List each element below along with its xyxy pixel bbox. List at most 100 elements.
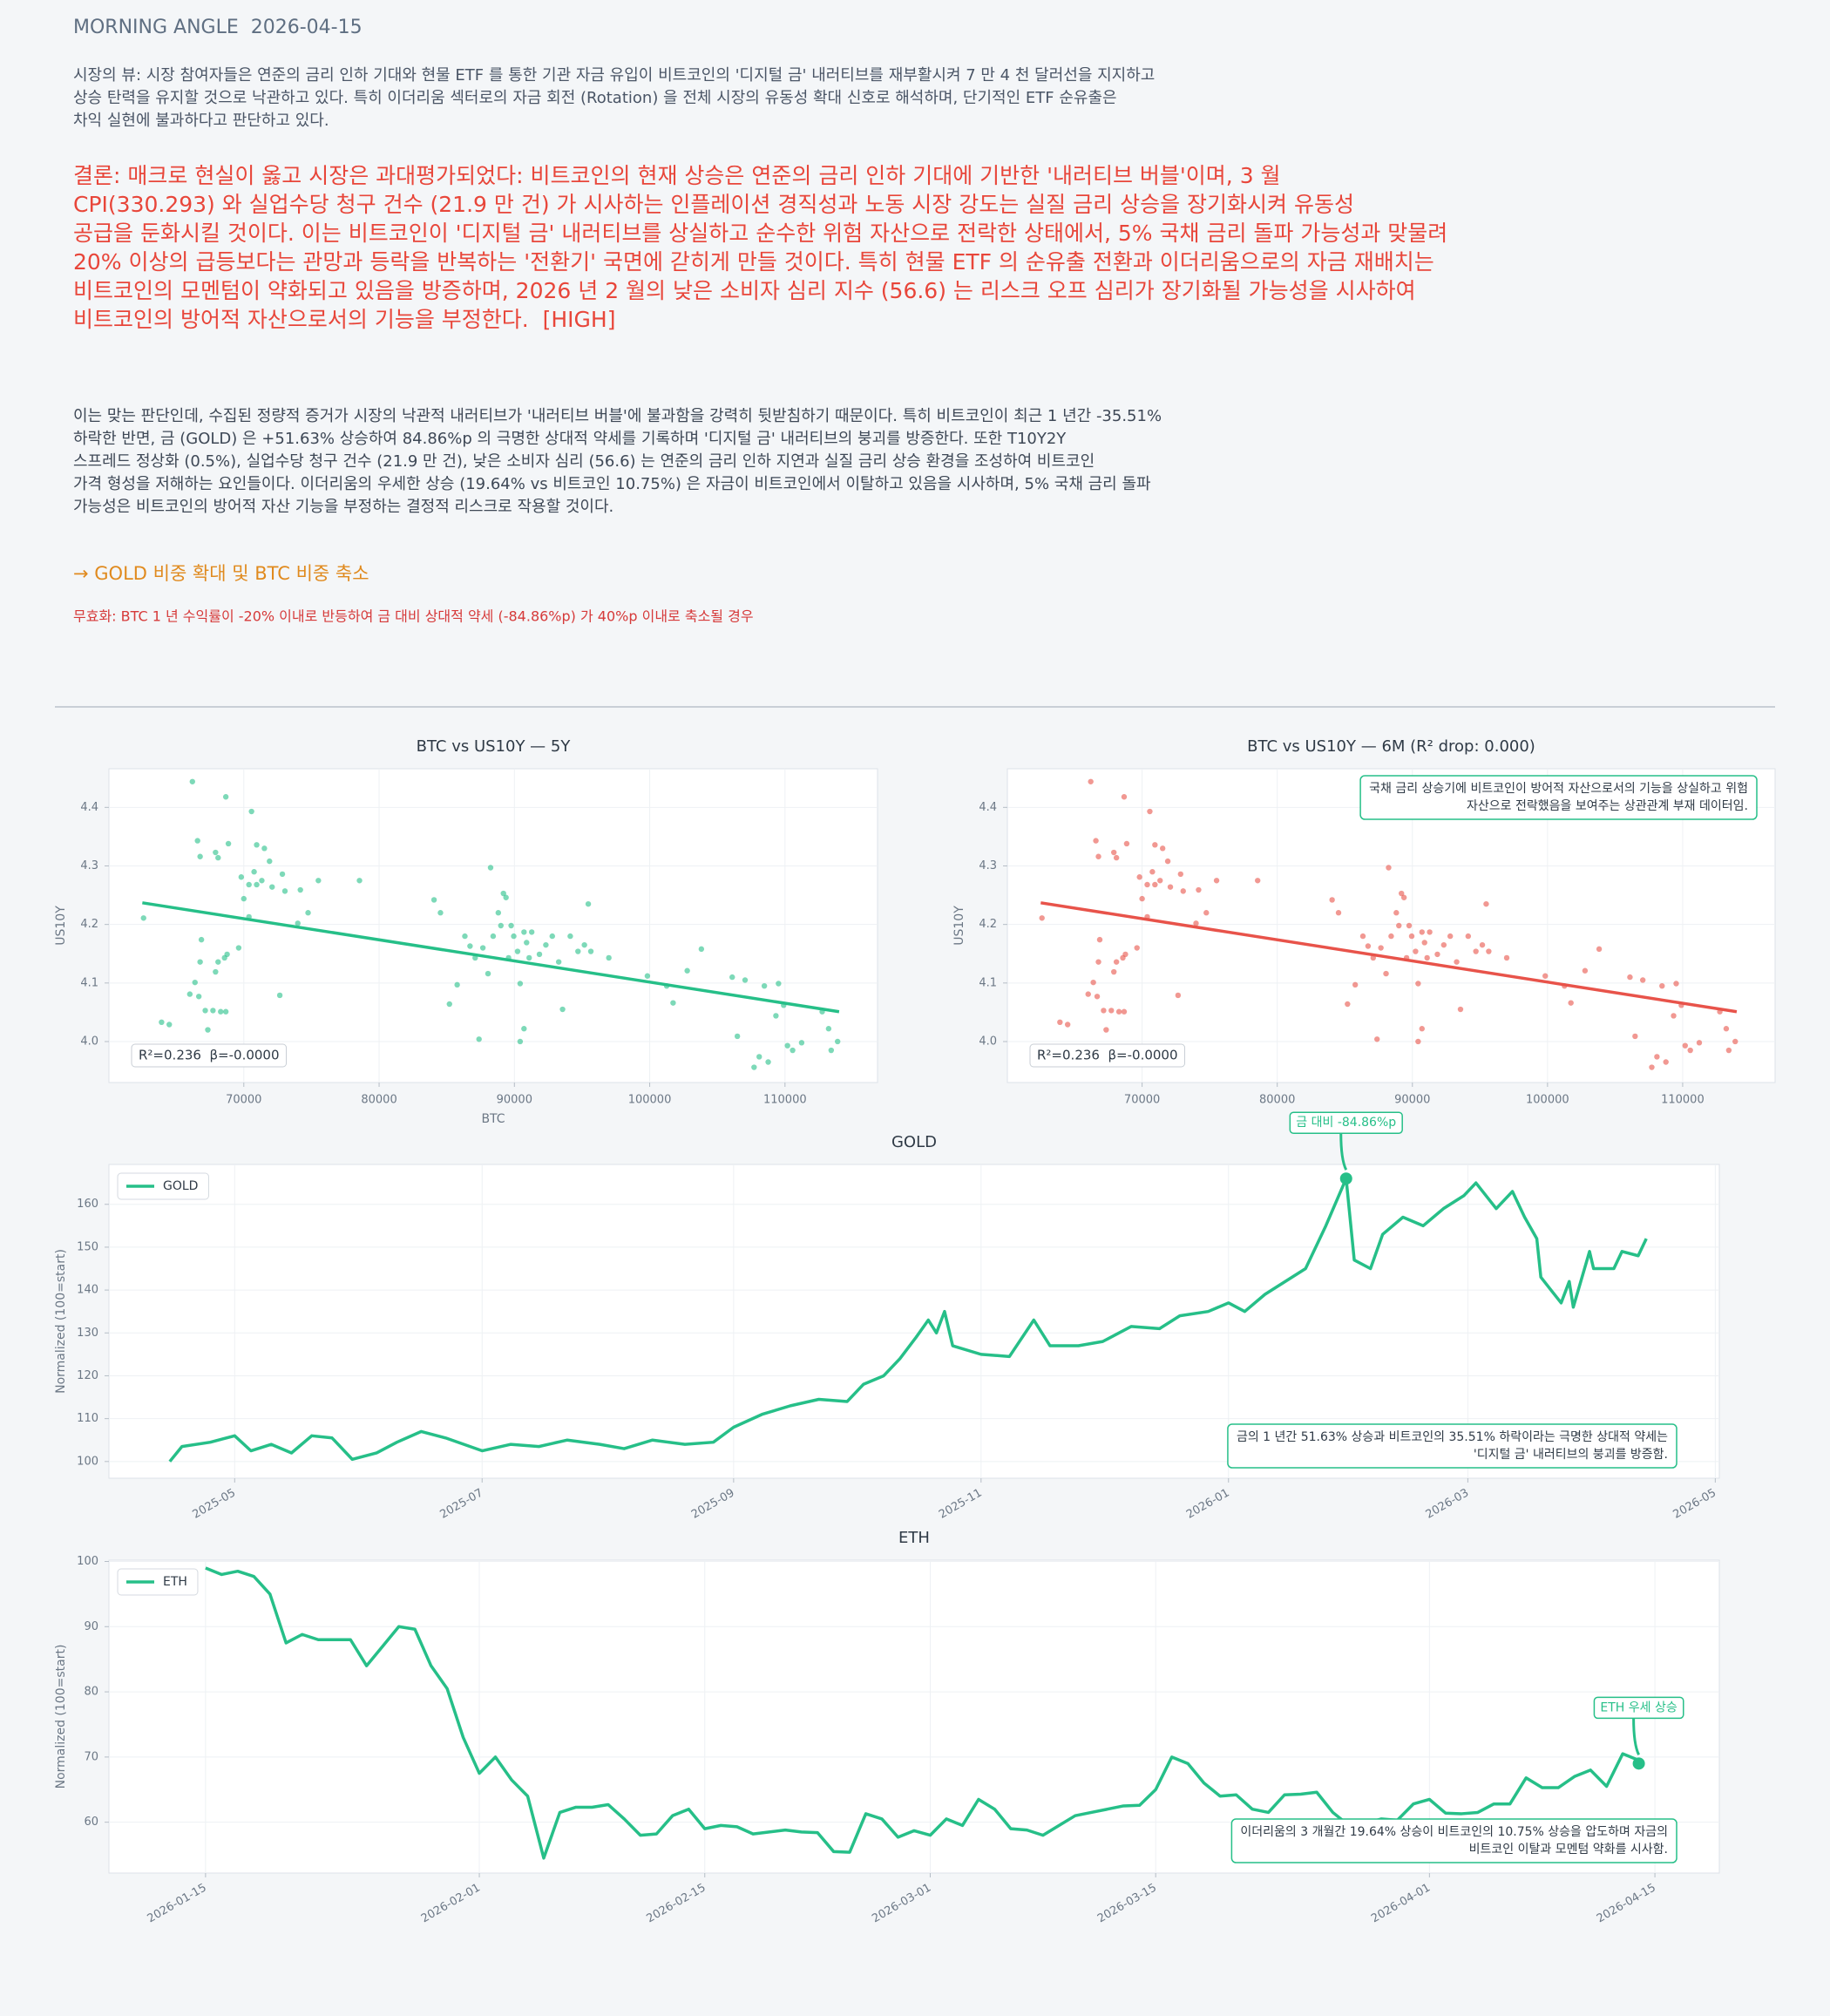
- point: [734, 1033, 741, 1040]
- point: [1111, 968, 1117, 975]
- x-tick-label: 80000: [361, 1094, 396, 1107]
- point: [1434, 951, 1440, 958]
- y-tick-label: 4.1: [80, 976, 98, 989]
- y-tick-label: 4.4: [80, 801, 98, 814]
- point: [751, 1064, 757, 1070]
- point: [698, 946, 705, 953]
- chart: BTC vs US10Y — 6M (R² drop: 0.000) US10Y 4…: [952, 737, 1776, 1107]
- point: [1396, 922, 1402, 929]
- point: [1136, 874, 1142, 880]
- point: [1115, 1008, 1122, 1015]
- point: [585, 900, 592, 907]
- y-axis-label: US10Y: [952, 906, 966, 946]
- chart-title: BTC vs US10Y — 5Y: [417, 737, 572, 756]
- point: [1424, 954, 1430, 961]
- point: [281, 888, 288, 894]
- point: [1383, 970, 1389, 977]
- point: [1687, 1047, 1693, 1054]
- point: [467, 943, 473, 949]
- point: [498, 922, 504, 929]
- x-tick-label: 90000: [1394, 1094, 1430, 1107]
- point: [1108, 1008, 1115, 1014]
- point: [526, 954, 532, 961]
- point: [1447, 933, 1454, 940]
- point: [159, 1019, 165, 1026]
- legend-box: [117, 1172, 209, 1200]
- point: [1088, 778, 1094, 784]
- point: [1415, 981, 1421, 987]
- y-tick-label: 90: [84, 1620, 98, 1633]
- point: [1632, 1033, 1638, 1040]
- invalidation: 무효화: BTC 1 년 수익률이 -20% 이내로 반등하여 금 대비 상대적…: [73, 608, 754, 625]
- view-line: 차익 실현에 불과하다고 판단하고 있다.: [73, 112, 329, 130]
- y-tick-label: 4.0: [979, 1035, 997, 1048]
- point: [225, 840, 232, 847]
- point: [254, 842, 260, 848]
- stats-box: [1029, 1043, 1186, 1068]
- x-tick-label: 70000: [226, 1094, 261, 1107]
- point: [1671, 1013, 1677, 1019]
- point: [210, 1008, 216, 1014]
- reasoning-line: 하락한 반면, 금 (GOLD) 은 +51.63% 상승하여 84.86%p …: [73, 430, 1067, 448]
- point: [261, 845, 268, 852]
- point: [1122, 951, 1128, 958]
- chart: BTC vs US10Y — 5Y US10Y BTC 4.0 4.1 4.2 4.3 4.4…: [54, 737, 878, 1126]
- point: [1582, 967, 1589, 974]
- point: [192, 979, 198, 986]
- point: [684, 967, 690, 974]
- y-tick-label: 70: [84, 1750, 98, 1763]
- point: [1427, 929, 1433, 935]
- point: [1175, 992, 1182, 999]
- point: [1352, 981, 1359, 988]
- point: [511, 933, 517, 940]
- reasoning-line: 스프레드 정상화 (0.5%), 실업수당 청구 건수 (21.9 만 건), …: [73, 452, 1095, 471]
- y-tick-label: 110: [77, 1412, 98, 1425]
- y-tick-label: 4.2: [80, 918, 98, 931]
- point: [1457, 1006, 1464, 1013]
- note: 자산으로 전락했음을 보여주는 상관관계 부재 데이터임.: [1467, 799, 1748, 813]
- point: [222, 794, 229, 800]
- point: [555, 959, 562, 965]
- point: [1419, 1026, 1425, 1032]
- point: [462, 933, 468, 940]
- point: [1103, 1027, 1109, 1033]
- point: [1152, 842, 1158, 848]
- point: [1167, 884, 1174, 890]
- point: [1094, 994, 1101, 1000]
- point: [765, 1059, 771, 1065]
- x-tick-label: 70000: [1124, 1094, 1160, 1107]
- callout-label: 금 대비 -84.86%p: [1296, 1116, 1396, 1130]
- point: [1101, 1008, 1107, 1014]
- point: [213, 849, 219, 856]
- point: [776, 981, 782, 987]
- point: [1095, 959, 1101, 965]
- point: [1654, 1054, 1660, 1060]
- point: [430, 897, 437, 903]
- point: [267, 858, 273, 865]
- point: [1144, 881, 1150, 888]
- point: [575, 948, 581, 954]
- point: [1374, 1036, 1380, 1042]
- point: [1483, 900, 1489, 907]
- point: [1152, 881, 1158, 888]
- callout-arrow: [1339, 1133, 1348, 1171]
- point: [670, 1000, 676, 1006]
- point: [1732, 1038, 1738, 1045]
- point: [1147, 808, 1153, 815]
- x-tick-label: 100000: [628, 1094, 672, 1107]
- point: [1473, 948, 1479, 954]
- point: [503, 894, 509, 900]
- x-tick-label: 110000: [763, 1094, 807, 1107]
- point: [235, 945, 242, 951]
- point: [1627, 974, 1633, 981]
- point: [1503, 954, 1510, 961]
- point: [1440, 941, 1447, 948]
- series-line: [205, 1566, 1640, 1860]
- x-axis-label: BTC: [481, 1112, 505, 1126]
- point: [269, 884, 275, 890]
- point: [1568, 1000, 1574, 1006]
- point: [1419, 929, 1425, 935]
- point: [437, 910, 444, 916]
- note-box: [1359, 775, 1758, 820]
- conclusion-line: 공급을 둔화시킬 것이다. 이는 비트코인이 '디지털 금' 내러티브를 상실하…: [73, 221, 1447, 246]
